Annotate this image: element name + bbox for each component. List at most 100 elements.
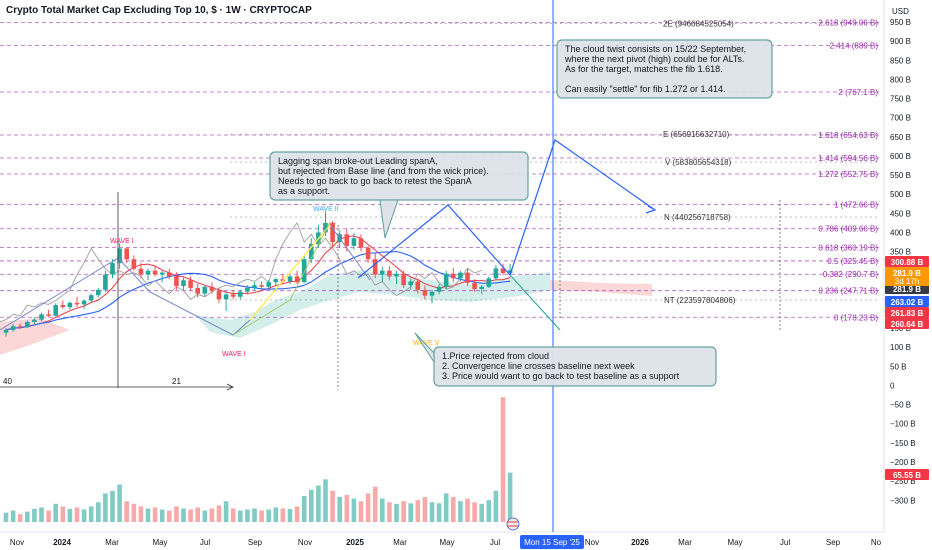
candle-body	[152, 270, 158, 275]
ichimoku-cloud	[0, 270, 652, 355]
candles	[3, 211, 513, 337]
candle-body	[67, 302, 73, 308]
price-badge	[885, 256, 929, 267]
candle-body	[17, 326, 23, 328]
candle-body	[60, 305, 66, 308]
volume-bar	[479, 503, 484, 522]
candle-body	[117, 248, 122, 264]
wave-label: WAVE I	[110, 238, 134, 245]
volume-bar	[465, 498, 470, 522]
candle-body	[486, 278, 492, 287]
volume-bar	[365, 493, 371, 522]
annotation-text: Lagging span broke-out Leading spanA,	[278, 156, 438, 166]
x-tick-label: Nov	[10, 538, 24, 547]
candle-body	[429, 291, 435, 296]
y-tick-label: 550 B	[890, 171, 911, 180]
volume-bar	[323, 479, 328, 522]
candle-body	[174, 276, 179, 286]
candle-body	[96, 289, 101, 296]
candle-body	[401, 273, 406, 286]
baseline-test-line	[509, 274, 561, 331]
volume-bar	[245, 509, 250, 522]
y-tick-label: −200 B	[890, 458, 916, 467]
candle-body	[351, 238, 357, 246]
candle-body	[10, 326, 16, 330]
volume-bar	[10, 510, 16, 522]
x-tick-label: Jul	[200, 538, 210, 547]
x-tick-label: 2026	[631, 538, 649, 547]
volume-bar	[266, 509, 271, 522]
y-tick-label: 500 B	[890, 190, 911, 199]
candle-body	[181, 280, 186, 286]
drawings: 40 21 WAVE I WAVE I WAVE II WAVE V	[0, 0, 781, 532]
candle-body	[266, 282, 271, 287]
currency-label[interactable]: USD	[892, 7, 909, 16]
candle-body	[223, 294, 229, 300]
y-tick-label: 450 B	[890, 209, 911, 218]
volume-bar	[337, 497, 342, 522]
indicator-lines	[0, 221, 511, 331]
candle-body	[309, 243, 314, 260]
y-tick-label: 400 B	[890, 228, 911, 237]
x-tick-label: May	[439, 538, 454, 547]
x-tick-label: Jul	[490, 538, 500, 547]
volume-bar	[223, 501, 229, 522]
x-tick-label: No	[871, 538, 882, 547]
x-tick-label: Sep	[826, 538, 841, 547]
annotation-text: As for the target, matches the fib 1.618…	[565, 64, 723, 74]
measure-label: 21	[172, 377, 181, 386]
x-tick-label: 2025	[346, 538, 364, 547]
annotation-box	[433, 346, 717, 387]
volume-bar	[500, 397, 506, 522]
candle-body	[110, 263, 115, 275]
fib-label: 2 (767.1 B)	[838, 88, 878, 97]
volume-bar	[443, 493, 449, 522]
price-badge-label: 300.88 B	[891, 258, 924, 267]
candle-body	[209, 286, 215, 291]
volume-bar	[145, 508, 151, 522]
candle-body	[3, 329, 9, 333]
volume-bar	[216, 505, 222, 522]
candle-body	[167, 272, 172, 277]
volume-bar	[380, 498, 385, 522]
price-badge	[885, 296, 929, 307]
volume-bar	[344, 494, 350, 522]
cloud-bearish-future	[550, 280, 652, 296]
wave-yellow-line	[249, 224, 331, 321]
fib-label: 1.414 (594.56 B)	[818, 154, 878, 163]
candle-body	[46, 314, 51, 316]
candle-body	[323, 222, 328, 233]
volume-bar	[195, 507, 200, 522]
candle-body	[394, 273, 399, 277]
volume-bar	[46, 510, 51, 522]
countdown-label: 3d 17h	[895, 277, 919, 286]
volume-bar	[238, 510, 243, 522]
candle-body	[358, 238, 364, 248]
volume-bar	[387, 502, 392, 522]
volume-bar	[167, 510, 172, 522]
fib-label: 1.272 (552.75 B)	[818, 170, 878, 179]
price-badge-label: 65.55 B	[893, 471, 921, 480]
price-badge	[885, 318, 929, 329]
x-axis[interactable]: Nov 2024 Mar May Jul Sep Nov 2025 Mar May Jul Nov 20…	[10, 535, 882, 549]
annotation-text: The cloud twist consists on 15/22 Septem…	[565, 44, 746, 54]
lagging-span	[0, 221, 482, 323]
measure-arrow	[226, 383, 234, 391]
volume-bar	[117, 484, 122, 522]
candle-body	[245, 287, 250, 292]
candle-body	[500, 268, 506, 273]
fib-label: 1.618 (654.63 B)	[818, 131, 878, 140]
volume-bar	[152, 507, 158, 522]
x-tick-label: Mar	[393, 538, 407, 547]
candle-body	[32, 319, 37, 322]
projection-levels: 2E (946684525054) E (656915632710) V (5838…	[230, 19, 880, 305]
volume-bar	[507, 472, 513, 522]
candle-body	[216, 290, 222, 300]
volume-bar	[25, 511, 30, 522]
candle-body	[131, 259, 137, 269]
candle-body	[195, 287, 200, 294]
crosshair-date-badge	[520, 535, 584, 549]
x-tick-label: Jul	[780, 538, 790, 547]
